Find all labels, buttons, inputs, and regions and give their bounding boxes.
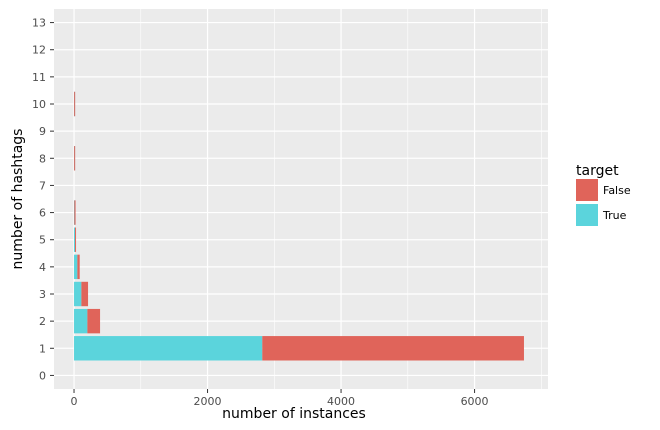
y-tick-label: 12 <box>32 44 46 57</box>
bar-false <box>81 281 89 307</box>
bar-false <box>74 200 76 225</box>
legend-swatch-false <box>576 179 598 201</box>
bar-false <box>77 254 80 280</box>
legend: target False True <box>576 163 631 226</box>
bars <box>74 91 524 361</box>
x-tick-label: 6000 <box>461 395 489 408</box>
bar-false <box>74 91 76 117</box>
legend-title: target <box>576 163 619 179</box>
y-tick-label: 13 <box>32 17 46 30</box>
y-tick-label: 5 <box>39 234 46 247</box>
y-tick-label: 3 <box>39 288 46 301</box>
x-tick-label: 4000 <box>327 395 355 408</box>
x-tick-label: 2000 <box>194 395 222 408</box>
bar-false <box>87 308 101 334</box>
bar-false <box>74 146 76 171</box>
bar-false <box>75 227 77 252</box>
grid-lines <box>54 9 548 389</box>
x-tick-label: 0 <box>71 395 78 408</box>
y-tick-label: 2 <box>39 315 46 328</box>
y-tick-label: 0 <box>39 369 46 382</box>
bar-true <box>74 308 88 334</box>
y-tick-label: 6 <box>39 207 46 220</box>
y-tick-label: 10 <box>32 98 46 111</box>
bar-true <box>74 227 76 252</box>
legend-swatch-true <box>576 204 598 226</box>
bar-true <box>74 254 78 280</box>
bar-true <box>74 336 263 361</box>
y-tick-label: 7 <box>39 179 46 192</box>
x-axis-title: number of instances <box>222 406 366 422</box>
plot-panel <box>54 9 548 389</box>
y-tick-label: 1 <box>39 342 46 355</box>
y-tick-label: 8 <box>39 152 46 165</box>
y-tick-label: 4 <box>39 261 46 274</box>
y-tick-label: 11 <box>32 71 46 84</box>
y-axis-title: number of hashtags <box>10 129 26 270</box>
y-tick-label: 9 <box>39 125 46 138</box>
legend-label-true: True <box>602 209 627 222</box>
bar-true <box>74 281 82 307</box>
legend-label-false: False <box>603 184 631 197</box>
bar-false <box>262 336 524 361</box>
